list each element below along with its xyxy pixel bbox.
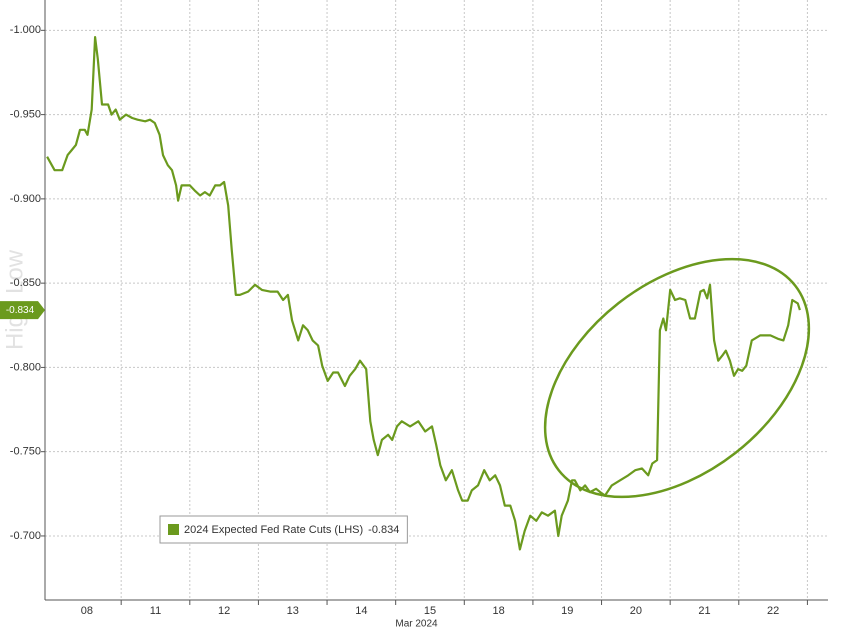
last-value-tag (0, 301, 45, 320)
y-tick-label: -0.950 (10, 109, 41, 121)
watermark: High Low (1, 249, 28, 350)
x-tick-label: 21 (698, 605, 710, 617)
x-axis-label: Mar 2024 (395, 619, 438, 630)
y-tick-label: -0.850 (10, 277, 41, 289)
x-tick-label: 22 (767, 605, 779, 617)
highlight-ellipse (543, 257, 811, 499)
legend-value: -0.834 (368, 524, 399, 536)
x-tick-label: 12 (218, 605, 230, 617)
series-line (46, 36, 801, 551)
y-tick-label: -0.800 (10, 361, 41, 373)
x-tick-label: 18 (492, 605, 504, 617)
x-tick-label: 20 (630, 605, 642, 617)
y-tick-label: -0.900 (10, 193, 41, 205)
legend-swatch (168, 524, 179, 535)
legend-box (159, 515, 408, 544)
last-value-label: -0.834 (6, 305, 35, 316)
y-tick-label: -1.000 (10, 24, 41, 36)
x-tick-label: 15 (424, 605, 436, 617)
y-tick-label: -0.750 (10, 446, 41, 458)
x-tick-label: 14 (355, 605, 367, 617)
x-tick-label: 19 (561, 605, 573, 617)
y-tick-label: -0.700 (10, 530, 41, 542)
x-tick-label: 08 (81, 605, 93, 617)
legend-label: 2024 Expected Fed Rate Cuts (LHS) (184, 524, 363, 536)
x-tick-label: 13 (287, 605, 299, 617)
x-tick-label: 11 (150, 605, 161, 617)
